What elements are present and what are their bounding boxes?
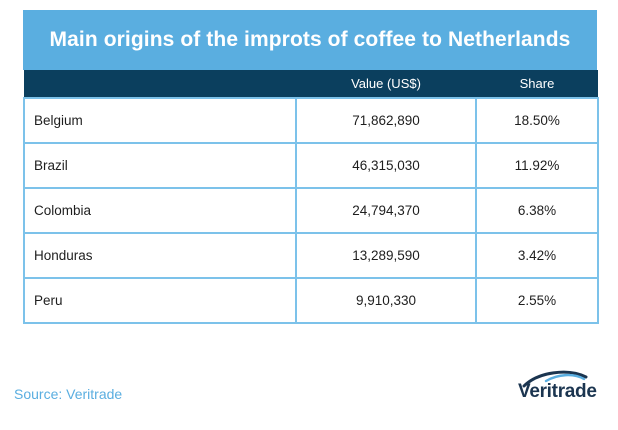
cell-value: 13,289,590: [295, 232, 477, 279]
table-row: Belgium 71,862,890 18.50%: [23, 97, 599, 144]
cell-share: 11.92%: [475, 142, 599, 189]
cell-share: 18.50%: [475, 97, 599, 144]
logo-swoosh-icon: [522, 370, 588, 388]
table-row: Colombia 24,794,370 6.38%: [23, 187, 599, 234]
coffee-imports-table: Value (US$) Share Belgium 71,862,890 18.…: [23, 70, 599, 324]
cell-value: 46,315,030: [295, 142, 477, 189]
header-share: Share: [476, 70, 598, 98]
table-title: Main origins of the improts of coffee to…: [23, 10, 597, 70]
cell-share: 6.38%: [475, 187, 599, 234]
cell-value: 71,862,890: [295, 97, 477, 144]
table-row: Peru 9,910,330 2.55%: [23, 277, 599, 324]
cell-country: Peru: [23, 277, 297, 324]
cell-value: 24,794,370: [295, 187, 477, 234]
logo-wordmark: Veritrade: [518, 381, 597, 402]
cell-country: Brazil: [23, 142, 297, 189]
table-row: Brazil 46,315,030 11.92%: [23, 142, 599, 189]
header-country: [24, 70, 296, 98]
cell-country: Belgium: [23, 97, 297, 144]
table-header-row: Value (US$) Share: [24, 70, 598, 98]
cell-value: 9,910,330: [295, 277, 477, 324]
cell-country: Honduras: [23, 232, 297, 279]
veritrade-logo: Veritrade: [516, 368, 606, 408]
cell-share: 3.42%: [475, 232, 599, 279]
cell-share: 2.55%: [475, 277, 599, 324]
cell-country: Colombia: [23, 187, 297, 234]
table-row: Honduras 13,289,590 3.42%: [23, 232, 599, 279]
header-value: Value (US$): [296, 70, 476, 98]
source-note: Source: Veritrade: [14, 386, 123, 402]
